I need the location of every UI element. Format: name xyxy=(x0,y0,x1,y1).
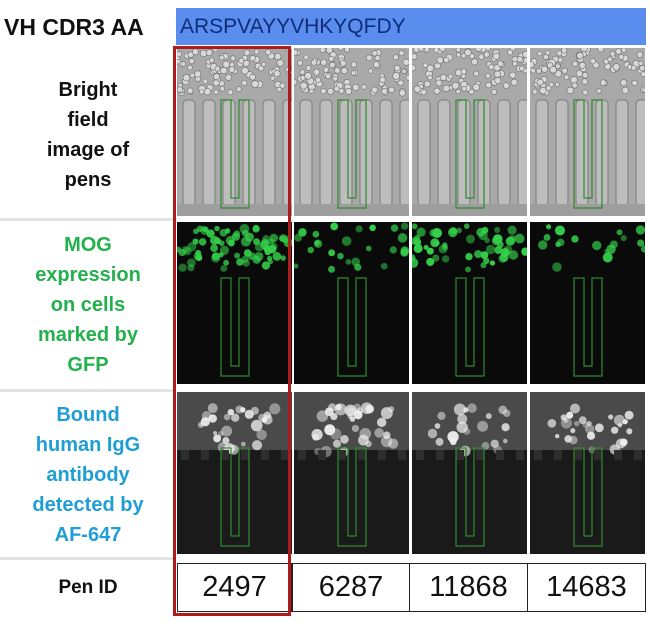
label-line: field xyxy=(67,109,109,131)
brightfield-image xyxy=(530,48,645,216)
row-label-text: Bright field image of pens xyxy=(47,75,129,195)
microscopy-image xyxy=(177,392,292,554)
af647-image xyxy=(294,392,409,554)
microscopy-image xyxy=(530,392,645,554)
brightfield-image xyxy=(177,48,292,216)
microscopy-image xyxy=(294,48,409,216)
pen-id-cell: 6287 xyxy=(292,563,410,612)
row-separator xyxy=(0,218,176,221)
gfp-image xyxy=(294,222,409,384)
label-line: Bound xyxy=(56,404,120,426)
microscopy-image xyxy=(412,222,527,384)
microscopy-image xyxy=(530,48,645,216)
label-line: expression xyxy=(35,263,141,286)
selected-pen-highlight xyxy=(173,46,291,616)
label-line: AF-647 xyxy=(54,524,122,546)
microscopy-image xyxy=(177,222,292,384)
label-line: human IgG xyxy=(35,434,141,456)
pen-id-cell: 11868 xyxy=(409,563,528,612)
row-label-gfp: MOG expression on cells marked by GFP xyxy=(0,222,176,387)
row-separator xyxy=(0,557,176,560)
pen-id-cell: 2497 xyxy=(177,563,292,612)
label-line: marked by xyxy=(37,323,139,346)
af647-image xyxy=(177,392,292,554)
label-line: image of xyxy=(46,139,130,161)
af647-image xyxy=(412,392,527,554)
label-line: on cells xyxy=(50,293,126,316)
gfp-image xyxy=(530,222,645,384)
brightfield-image xyxy=(294,48,409,216)
microscopy-image xyxy=(294,392,409,554)
label-line: pens xyxy=(64,169,112,191)
row-separator xyxy=(0,389,176,392)
brightfield-image xyxy=(412,48,527,216)
microscopy-image xyxy=(530,222,645,384)
gfp-image xyxy=(412,222,527,384)
label-line: GFP xyxy=(67,353,109,376)
pen-id-cell: 14683 xyxy=(527,563,646,612)
label-line: MOG xyxy=(64,233,112,256)
microscopy-image xyxy=(412,48,527,216)
af647-image xyxy=(530,392,645,554)
row-label-brightfield: Bright field image of pens xyxy=(0,60,176,210)
vh-cdr3-label: VH CDR3 AA xyxy=(4,14,144,40)
pen-id-label: Pen ID xyxy=(58,576,118,598)
gfp-image xyxy=(177,222,292,384)
label-line: Bright xyxy=(58,79,118,101)
microscopy-image xyxy=(412,392,527,554)
label-line: antibody xyxy=(46,464,130,486)
label-line: detected by xyxy=(32,494,144,516)
cdr3-sequence-bar: ARSPVAYYVHKYQFDY xyxy=(176,8,646,45)
microscopy-image xyxy=(294,222,409,384)
row-label-af647: Bound human IgG antibody detected by AF-… xyxy=(0,395,176,555)
microscopy-image xyxy=(177,48,292,216)
